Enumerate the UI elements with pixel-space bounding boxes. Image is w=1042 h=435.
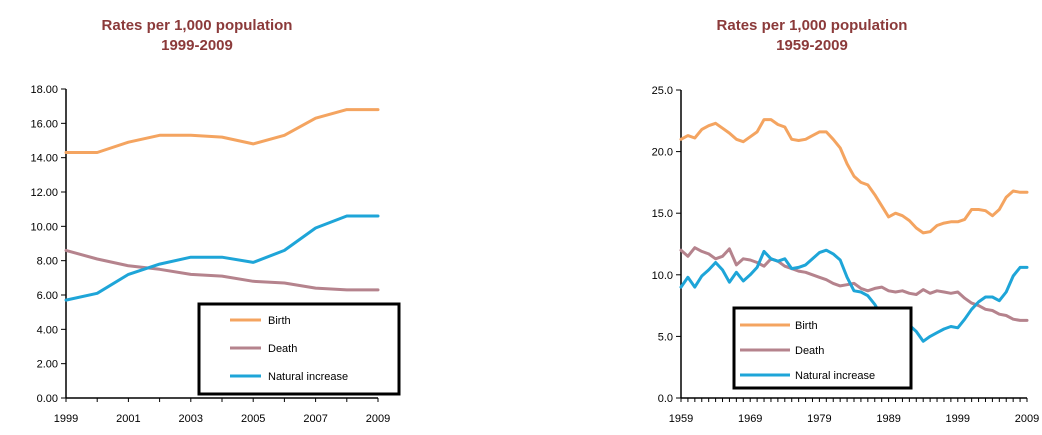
chart2-y-tick-label: 20.0: [652, 147, 673, 159]
chart2-x-tick-label: 1999: [946, 413, 970, 425]
chart2-plot: 0.0 5.0 10.0 15.0 20.0 25.0 1959 1969 1979 1989 19…: [652, 85, 1040, 425]
chart1-x-tick-label: 2009: [366, 413, 390, 425]
chart1-x-tick-label: 2003: [179, 413, 203, 425]
chart1-y-tick-label: 4.00: [37, 324, 58, 336]
chart2-legend-label-natural-increase: Natural increase: [795, 370, 875, 382]
chart1-legend-label-birth: Birth: [268, 315, 291, 327]
chart1-x-tick-label: 1999: [54, 413, 78, 425]
chart1-y-tick-label: 0.00: [37, 393, 58, 405]
chart2-series-death: [679, 246, 1029, 322]
chart1-subtitle: 1999-2009: [161, 37, 233, 54]
chart1-series-death: [64, 248, 380, 292]
chart2-y-tick-label: 5.0: [658, 331, 673, 343]
chart2-series-natural-increase: [679, 248, 1029, 343]
chart1-legend-label-natural-increase: Natural increase: [268, 371, 348, 383]
chart2-series-birth: [679, 118, 1029, 235]
chart2-x-tick-label: 2009: [1015, 413, 1039, 425]
chart2-y-tick-label: 15.0: [652, 208, 673, 220]
chart2-y-tick-label: 25.0: [652, 85, 673, 97]
chart1-y-tick-label: 14.00: [30, 153, 58, 165]
chart1-x-tick-label: 2005: [241, 413, 265, 425]
chart2-subtitle: 1959-2009: [776, 37, 848, 54]
chart1-x-tick-label: 2001: [116, 413, 140, 425]
chart1-y-tick-label: 6.00: [37, 290, 58, 302]
chart2-title: Rates per 1,000 population: [717, 17, 908, 34]
chart2-x-tick-label: 1979: [807, 413, 831, 425]
chart1-series-birth: [64, 108, 380, 154]
chart1-x-tick-label: 2007: [303, 413, 327, 425]
chart2-y-tick-label: 0.0: [658, 393, 673, 405]
chart2-legend-label-death: Death: [795, 345, 824, 357]
chart1-y-tick-label: 8.00: [37, 256, 58, 268]
chart1-y-tick-label: 10.00: [30, 221, 58, 233]
chart1-y-tick-label: 12.00: [30, 187, 58, 199]
chart1-y-tick-label: 2.00: [37, 359, 58, 371]
chart1-title: Rates per 1,000 population: [102, 17, 293, 34]
chart2-x-tick-label: 1969: [738, 413, 762, 425]
chart2-y-tick-label: 10.0: [652, 270, 673, 282]
chart1-series-natural-increase: [64, 214, 380, 302]
chart2-x-tick-label: 1989: [876, 413, 900, 425]
chart2-legend-label-birth: Birth: [795, 320, 818, 332]
chart1-y-tick-label: 16.00: [30, 118, 58, 130]
chart2-x-tick-label: 1959: [669, 413, 693, 425]
chart1-legend-label-death: Death: [268, 343, 297, 355]
chart1-y-tick-label: 18.00: [30, 84, 58, 96]
chart1-plot: 0.00 2.00 4.00 6.00 8.00 10.00 12.00 14.00 16.00…: [30, 84, 401, 425]
